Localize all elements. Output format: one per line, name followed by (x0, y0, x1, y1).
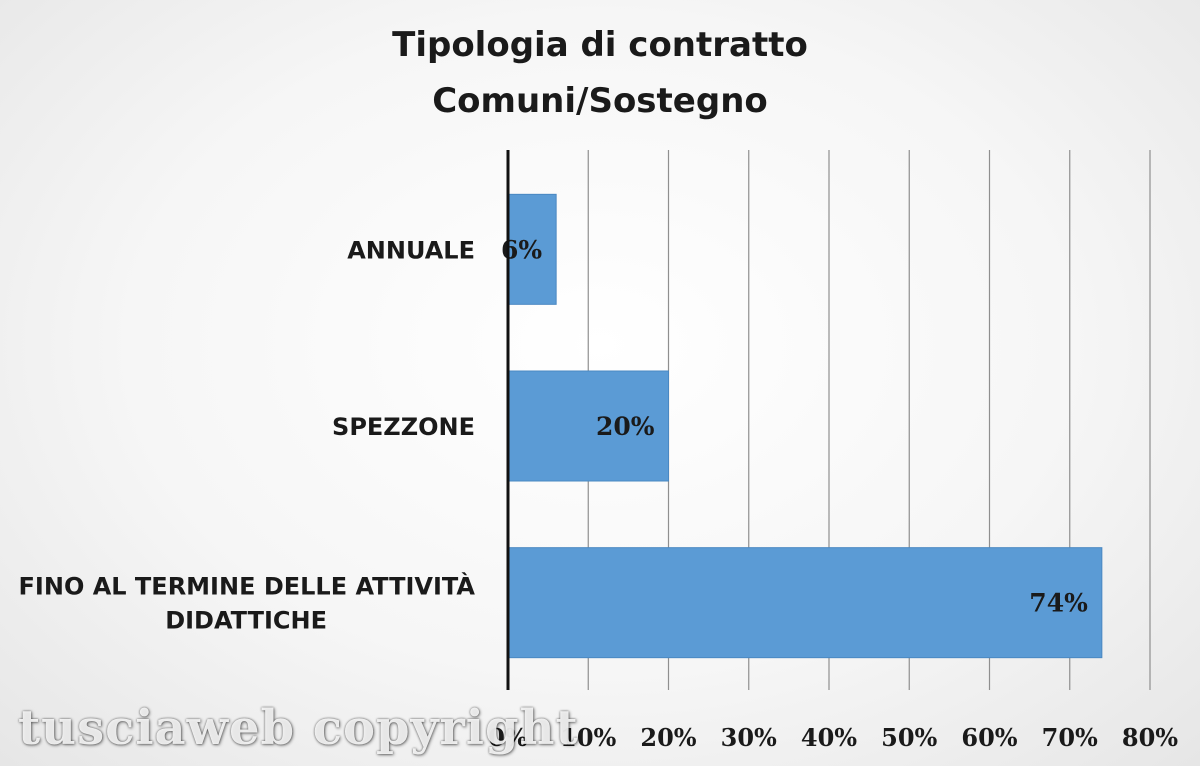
gridlines (587, 150, 1151, 690)
chart-title-line: Comuni/Sostegno (432, 81, 768, 121)
data-label: 74% (1029, 589, 1088, 618)
x-tick-label: 0% (488, 723, 528, 752)
data-label: 20% (596, 412, 655, 441)
x-tick-label: 20% (640, 723, 696, 752)
x-tick-label: 10% (560, 723, 616, 752)
category-label: ANNUALE (347, 236, 475, 264)
x-tick-label: 40% (801, 723, 857, 752)
chart-title-line: Tipologia di contratto (392, 25, 808, 65)
x-tick-label: 60% (961, 723, 1017, 752)
x-tick-label: 30% (721, 723, 777, 752)
bar (507, 547, 1103, 659)
x-tick-label: 50% (881, 723, 937, 752)
category-label: DIDATTICHE (165, 607, 327, 635)
category-label: SPEZZONE (332, 413, 475, 441)
x-tick-label: 80% (1122, 723, 1178, 752)
bars: 6%20%74% (501, 193, 1103, 659)
chart-title: Tipologia di contratto Comuni/Sostegno (392, 25, 808, 121)
bar (507, 370, 669, 482)
category-label: FINO AL TERMINE DELLE ATTIVITÀ (19, 572, 476, 601)
x-tick-label: 70% (1042, 723, 1098, 752)
x-tick-labels: 0% 10% 20% 30% 40% 50% 60% 70% 80% (488, 723, 1178, 752)
category-labels: ANNUALE SPEZZONE FINO AL TERMINE DELLE ATT… (19, 236, 476, 634)
